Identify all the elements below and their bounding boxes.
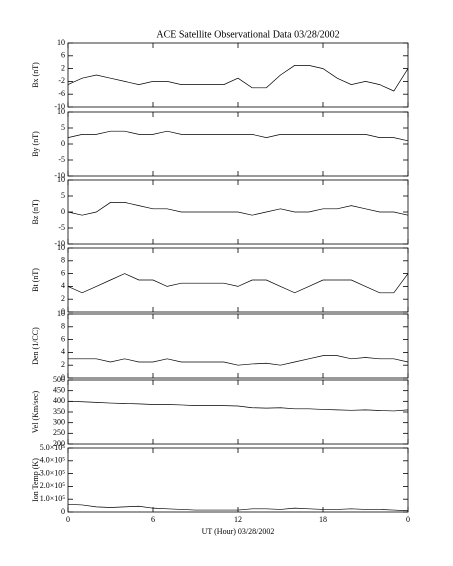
x-tick-label: 18: [319, 515, 327, 524]
y-tick-label: 10: [57, 38, 65, 47]
x-tick-label: 12: [234, 515, 242, 524]
y-tick-label: 10: [57, 243, 65, 252]
x-tick-label: 0: [406, 515, 410, 524]
panel-frame: [67, 111, 409, 177]
y-tick-label: -5: [58, 155, 65, 164]
y-tick-label: 350: [53, 407, 65, 416]
y-axis-label: Ion Temp (K): [31, 458, 40, 502]
y-tick-label: 250: [53, 428, 65, 437]
data-line: [68, 355, 409, 366]
panel-frame: [67, 313, 409, 379]
panel-frame: [67, 379, 409, 445]
y-tick-label: 10: [57, 309, 65, 318]
y-tick-label: 2.0×10⁵: [40, 481, 66, 490]
y-tick-label: 0: [61, 139, 65, 148]
y-axis-label: Den (1/CC): [31, 327, 40, 365]
y-tick-label: 2: [61, 63, 65, 72]
y-tick-label: 0: [61, 507, 65, 516]
data-line: [67, 503, 409, 512]
y-tick-label: 200: [53, 439, 65, 448]
y-axis-label: Vel (Km/sec): [31, 390, 40, 433]
y-tick-label: 4.0×10⁵: [40, 456, 66, 465]
panel-frame: [67, 247, 409, 313]
data-line: [67, 202, 409, 216]
y-tick-label: 2: [61, 360, 65, 369]
x-tick-label: 6: [151, 515, 155, 524]
y-tick-label: 5.0×10⁵: [40, 443, 66, 452]
data-line: [67, 65, 409, 92]
data-line: [67, 400, 409, 412]
y-tick-label: 10: [57, 175, 65, 184]
y-tick-label: 450: [53, 385, 65, 394]
y-tick-label: -10: [54, 239, 65, 248]
y-tick-label: 10: [57, 107, 65, 116]
y-axis-label: Bz (nT): [31, 199, 40, 224]
y-tick-label: 4: [61, 347, 65, 356]
y-tick-label: -6: [58, 89, 65, 98]
y-tick-label: -10: [54, 102, 65, 111]
y-tick-label: 2: [61, 294, 65, 303]
y-axis-label: Bx (nT): [31, 62, 40, 88]
panel-frame: [67, 42, 409, 108]
y-tick-label: 0: [61, 373, 65, 382]
y-tick-label: 0: [61, 307, 65, 316]
y-tick-label: 5: [61, 191, 65, 200]
panel-frame: [67, 447, 409, 513]
chart-title: ACE Satellite Observational Data 03/28/2…: [156, 29, 339, 40]
y-tick-label: 6: [61, 268, 65, 277]
y-tick-label: -10: [54, 171, 65, 180]
y-axis-label: Bt (nT): [31, 268, 40, 292]
data-line: [67, 273, 409, 294]
y-tick-label: 300: [53, 417, 65, 426]
x-axis-label: UT (Hour) 03/28/2002: [202, 527, 275, 536]
y-tick-label: 6: [61, 334, 65, 343]
y-tick-label: 0: [61, 207, 65, 216]
y-tick-label: 1.0×10⁵: [40, 494, 66, 503]
y-tick-label: -2: [58, 76, 65, 85]
y-tick-label: 5: [61, 123, 65, 132]
y-tick-label: 500: [53, 375, 65, 384]
data-line: [67, 130, 409, 142]
y-tick-label: -5: [58, 223, 65, 232]
y-tick-label: 8: [61, 256, 65, 265]
y-tick-label: 400: [53, 396, 65, 405]
y-tick-label: 3.0×10⁵: [40, 468, 66, 477]
x-tick-label: 0: [66, 515, 70, 524]
y-tick-label: 4: [61, 281, 65, 290]
y-axis-label: By (nT): [31, 131, 40, 157]
y-tick-label: 8: [61, 322, 65, 331]
y-tick-label: 6: [61, 51, 65, 60]
